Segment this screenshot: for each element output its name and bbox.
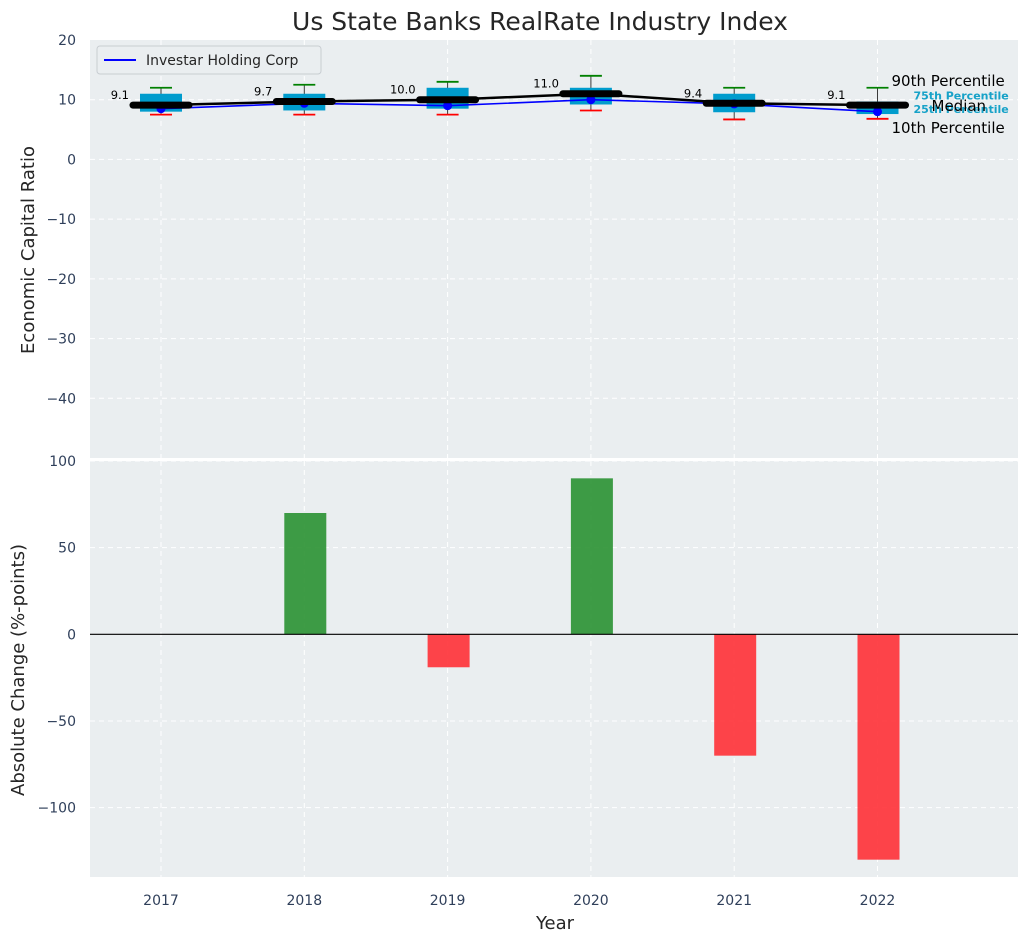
top-panel: 20 10 0 −10 −20 −30 −40 9.1 9.7 10.0 11.0 9.4 9.1 90… bbox=[18, 33, 1018, 458]
x-axis-label: Year bbox=[535, 913, 575, 934]
bar-2021 bbox=[714, 634, 757, 756]
bottom-y-tick-label: −100 bbox=[38, 801, 76, 817]
bottom-y-tick-label: 100 bbox=[49, 454, 76, 470]
bottom-y-tick-label: 50 bbox=[58, 541, 76, 557]
legend-box bbox=[96, 45, 322, 75]
x-tick-label: 2019 bbox=[430, 893, 466, 909]
bar-2018 bbox=[284, 513, 327, 635]
median-data-label: 11.0 bbox=[533, 77, 559, 91]
chart-title: Us State Banks RealRate Industry Index bbox=[292, 7, 788, 36]
bar-2022 bbox=[857, 634, 900, 860]
legend: Investar Holding Corp bbox=[96, 45, 322, 75]
bottom-y-tick-label: −50 bbox=[46, 714, 76, 730]
annotation-p90: 90th Percentile bbox=[892, 72, 1005, 90]
median-data-label: 9.1 bbox=[111, 88, 129, 102]
top-y-tick-label: 10 bbox=[58, 93, 76, 109]
annotation-median: Median bbox=[932, 97, 987, 115]
top-y-tick-label: −10 bbox=[46, 212, 76, 228]
x-tick-label: 2021 bbox=[716, 893, 752, 909]
bottom-y-tick-label: 0 bbox=[67, 627, 76, 643]
series-point-investar bbox=[873, 107, 882, 117]
top-y-tick-label: 0 bbox=[67, 152, 76, 168]
top-y-tick-label: −20 bbox=[46, 272, 76, 288]
x-ticks: 2017 2018 2019 2020 2021 2022 bbox=[143, 893, 895, 909]
x-tick-label: 2018 bbox=[286, 893, 322, 909]
series-point-investar bbox=[443, 101, 453, 111]
series-point-investar bbox=[586, 95, 596, 105]
bottom-y-axis-label: Absolute Change (%-points) bbox=[8, 544, 29, 796]
bar-2019 bbox=[427, 634, 470, 668]
annotation-p10: 10th Percentile bbox=[892, 119, 1005, 137]
top-y-tick-label: 20 bbox=[58, 33, 76, 49]
top-y-tick-label: −30 bbox=[46, 332, 76, 348]
bottom-panel: 100 50 0 −50 −100 2017 2018 2019 2020 2021 2022 A… bbox=[8, 454, 1018, 934]
legend-label-investar: Investar Holding Corp bbox=[146, 53, 299, 69]
top-grid bbox=[90, 40, 1018, 458]
top-y-ticks: 20 10 0 −10 −20 −30 −40 bbox=[46, 33, 76, 407]
x-tick-label: 2022 bbox=[860, 893, 896, 909]
median-data-label: 9.4 bbox=[684, 86, 702, 100]
median-data-label: 10.0 bbox=[390, 83, 416, 97]
bar-2020 bbox=[570, 478, 613, 635]
median-data-label: 9.1 bbox=[827, 88, 845, 102]
x-tick-label: 2017 bbox=[143, 893, 179, 909]
bottom-y-ticks: 100 50 0 −50 −100 bbox=[38, 454, 76, 817]
annotation-p25: 25th Percentile bbox=[914, 103, 1009, 116]
annotation-p75: 75th Percentile bbox=[914, 90, 1009, 103]
median-data-label: 9.7 bbox=[254, 85, 272, 99]
x-tick-label: 2020 bbox=[573, 893, 609, 909]
top-marks: 9.1 9.7 10.0 11.0 9.4 9.1 90th Percentile75th … bbox=[111, 72, 1009, 137]
top-y-tick-label: −40 bbox=[46, 391, 76, 407]
top-y-axis-label: Economic Capital Ratio bbox=[18, 146, 39, 354]
bottom-marks bbox=[90, 478, 1018, 860]
